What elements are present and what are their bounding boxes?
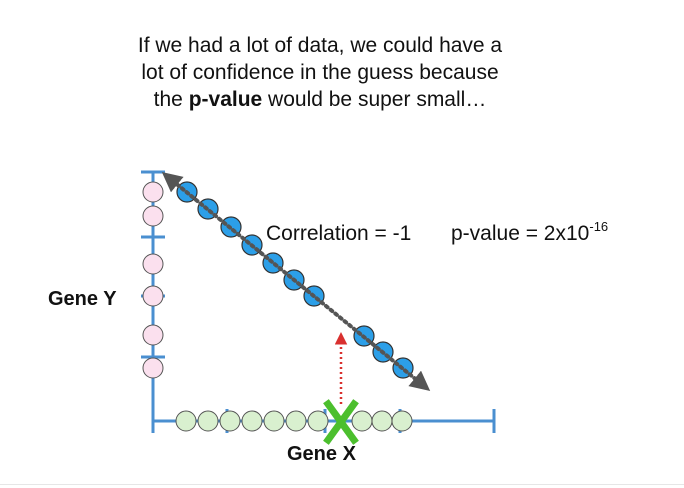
y-point (142, 285, 164, 307)
x-point (263, 410, 285, 432)
y-axis-label: Gene Y (48, 288, 117, 310)
y-point (142, 357, 164, 379)
caption-line-3: the p-value would be super small… (60, 86, 580, 113)
caption-line-2: lot of confidence in the guess because (141, 61, 499, 84)
x-point (175, 410, 197, 432)
dotted-double-arrow-icon (161, 171, 431, 392)
x-point (307, 410, 329, 432)
caption-line-3-suffix: would be super small… (262, 88, 487, 111)
x-point (285, 410, 307, 432)
x-axis-label: Gene X (287, 443, 356, 465)
p-value-exponent: -16 (589, 219, 609, 234)
p-value-term: p-value (188, 88, 263, 111)
y-point (142, 181, 164, 203)
y-point (142, 253, 164, 275)
p-value-base: p-value = 2x10 (451, 222, 590, 245)
y-point (142, 324, 164, 346)
x-point (219, 410, 241, 432)
caption: If we had a lot of data, we could have a… (60, 32, 580, 113)
x-point (351, 410, 373, 432)
x-point (371, 410, 393, 432)
x-point (391, 410, 413, 432)
x-point (197, 410, 219, 432)
caption-line-1: If we had a lot of data, we could have a (137, 34, 503, 57)
x-point (241, 410, 263, 432)
y-point (142, 205, 164, 227)
p-value-label: p-value = 2x10-16 (451, 219, 609, 246)
x-axis-points (175, 410, 413, 432)
bottom-divider (0, 484, 684, 485)
caption-line-3-prefix: the (153, 88, 189, 111)
correlation-label: Correlation = -1 (266, 222, 412, 245)
x-marker-icon (323, 399, 359, 445)
